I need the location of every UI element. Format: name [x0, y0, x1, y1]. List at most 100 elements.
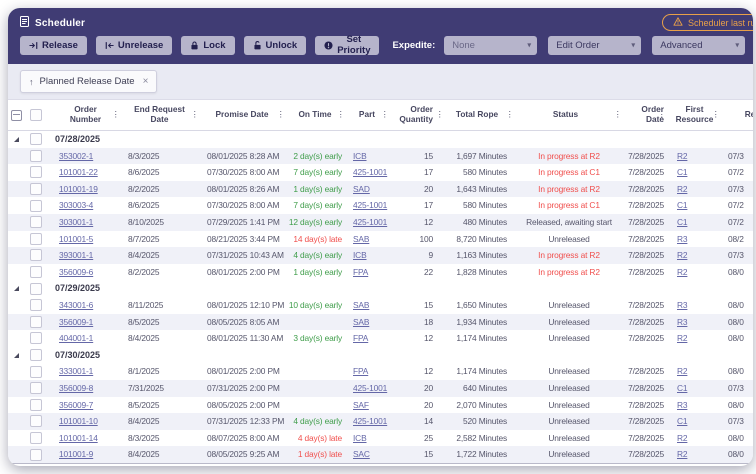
part-link[interactable]: ICB [353, 432, 367, 443]
part-link[interactable]: SAB [353, 299, 370, 310]
column-header-order-quantity[interactable]: Order Quantity ⋮ [390, 100, 445, 130]
row-checkbox[interactable] [30, 398, 42, 411]
first-resource-link[interactable]: R3 [677, 316, 688, 327]
first-resource-link[interactable]: R2 [677, 150, 688, 161]
part-link[interactable]: SAD [353, 183, 370, 194]
row-checkbox[interactable] [30, 199, 42, 212]
order-number-link[interactable]: 303001-1 [59, 216, 94, 227]
column-menu-icon[interactable]: ⋮ [111, 109, 121, 120]
first-resource-link[interactable]: R3 [677, 399, 688, 410]
column-menu-icon[interactable]: ⋮ [711, 109, 721, 120]
row-checkbox[interactable] [30, 149, 42, 162]
group-checkbox[interactable] [30, 349, 42, 362]
first-resource-link[interactable]: C1 [677, 416, 688, 427]
part-link[interactable]: 425-1001 [353, 200, 388, 211]
part-link[interactable]: FPA [353, 333, 369, 344]
group-collapse-icon[interactable] [14, 286, 19, 292]
row-checkbox[interactable] [30, 448, 42, 461]
first-resource-link[interactable]: R3 [677, 233, 688, 244]
edit-order-dropdown[interactable]: Edit Order ▾ [548, 35, 642, 55]
row-checkbox[interactable] [30, 183, 42, 196]
part-link[interactable]: 425-1001 [353, 416, 388, 427]
order-number-link[interactable]: 404001-1 [59, 333, 94, 344]
part-link[interactable]: FPA [353, 366, 369, 377]
advanced-dropdown[interactable]: Advanced ▾ [652, 35, 746, 55]
row-checkbox[interactable] [30, 382, 42, 395]
row-checkbox[interactable] [30, 332, 42, 345]
column-menu-icon[interactable]: ⋮ [505, 109, 515, 120]
part-link[interactable]: SAF [353, 399, 369, 410]
first-resource-link[interactable]: R2 [677, 449, 688, 460]
column-header-total-rope[interactable]: Total Rope ⋮ [445, 100, 515, 130]
part-link[interactable]: ICB [353, 250, 367, 261]
first-resource-link[interactable]: C1 [677, 216, 688, 227]
order-number-link[interactable]: 356009-1 [59, 316, 94, 327]
group-collapse-icon[interactable] [14, 352, 19, 358]
column-header-status[interactable]: Status ⋮ [515, 100, 623, 130]
lock-button[interactable]: Lock [181, 35, 235, 55]
row-checkbox[interactable] [30, 415, 42, 428]
unrelease-button[interactable]: Unrelease [95, 35, 173, 55]
column-menu-icon[interactable]: ⋮ [276, 109, 286, 120]
release-button[interactable]: Release [20, 35, 87, 55]
part-link[interactable]: 425-1001 [353, 382, 388, 393]
order-number-link[interactable]: 393001-1 [59, 250, 94, 261]
first-resource-link[interactable]: R2 [677, 266, 688, 277]
part-link[interactable]: SAB [353, 233, 370, 244]
column-header-re[interactable]: Re⋮ [721, 100, 753, 130]
first-resource-link[interactable]: R2 [677, 250, 688, 261]
first-resource-link[interactable]: C1 [677, 382, 688, 393]
order-number-link[interactable]: 303003-4 [59, 200, 94, 211]
part-link[interactable]: FPA [353, 266, 369, 277]
column-header-on-time[interactable]: On Time ⋮ [286, 100, 346, 130]
collapse-all-icon[interactable] [11, 109, 22, 121]
select-all-checkbox[interactable] [30, 109, 42, 121]
order-number-link[interactable]: 101001-9 [59, 449, 94, 460]
part-link[interactable]: SAB [353, 316, 370, 327]
row-checkbox[interactable] [30, 431, 42, 444]
remove-sort-icon[interactable]: × [142, 76, 149, 87]
order-number-link[interactable]: 353002-1 [59, 150, 94, 161]
column-menu-icon[interactable]: ⋮ [380, 109, 390, 120]
order-number-link[interactable]: 356009-8 [59, 382, 94, 393]
column-menu-icon[interactable]: ⋮ [657, 109, 667, 120]
order-number-link[interactable]: 101001-5 [59, 233, 94, 244]
part-link[interactable]: SAC [353, 449, 370, 460]
first-resource-link[interactable]: R2 [677, 366, 688, 377]
order-number-link[interactable]: 356009-7 [59, 399, 94, 410]
expedite-dropdown[interactable]: None ▾ [444, 35, 538, 55]
first-resource-link[interactable]: R2 [677, 333, 688, 344]
part-link[interactable]: 425-1001 [353, 216, 388, 227]
column-menu-icon[interactable]: ⋮ [336, 109, 346, 120]
row-checkbox[interactable] [30, 216, 42, 229]
scheduler-warning-badge[interactable]: Scheduler last run a [661, 14, 753, 31]
column-header-part[interactable]: Part ⋮ [346, 100, 390, 130]
row-checkbox[interactable] [30, 249, 42, 262]
first-resource-link[interactable]: R3 [677, 299, 688, 310]
column-menu-icon[interactable]: ⋮ [190, 109, 200, 120]
set-priority-button[interactable]: Set Priority [315, 34, 380, 56]
order-number-link[interactable]: 356009-6 [59, 266, 94, 277]
order-number-link[interactable]: 333001-1 [59, 366, 94, 377]
first-resource-link[interactable]: R2 [677, 183, 688, 194]
row-checkbox[interactable] [30, 232, 42, 245]
unlock-button[interactable]: Unlock [243, 35, 307, 55]
column-menu-icon[interactable]: ⋮ [435, 109, 445, 120]
sort-chip[interactable]: ↑ Planned Release Date × [20, 70, 158, 93]
column-header-order-date[interactable]: Order Date ⋮ [623, 100, 667, 130]
column-header-promise-date[interactable]: Promise Date ⋮ [200, 100, 286, 130]
column-menu-icon[interactable]: ⋮ [613, 109, 623, 120]
order-number-link[interactable]: 101001-14 [59, 432, 98, 443]
column-header-first-resource[interactable]: First Resource ⋮ [667, 100, 721, 130]
row-checkbox[interactable] [30, 266, 42, 279]
group-checkbox[interactable] [30, 133, 42, 146]
first-resource-link[interactable]: R2 [677, 432, 688, 443]
order-number-link[interactable]: 101001-10 [59, 416, 98, 427]
row-checkbox[interactable] [30, 315, 42, 328]
order-number-link[interactable]: 101001-19 [59, 183, 98, 194]
part-link[interactable]: 425-1001 [353, 167, 388, 178]
group-collapse-icon[interactable] [14, 136, 19, 142]
part-link[interactable]: ICB [353, 150, 367, 161]
row-checkbox[interactable] [30, 166, 42, 179]
column-header-end-request-date[interactable]: End Request Date ⋮ [121, 100, 200, 130]
